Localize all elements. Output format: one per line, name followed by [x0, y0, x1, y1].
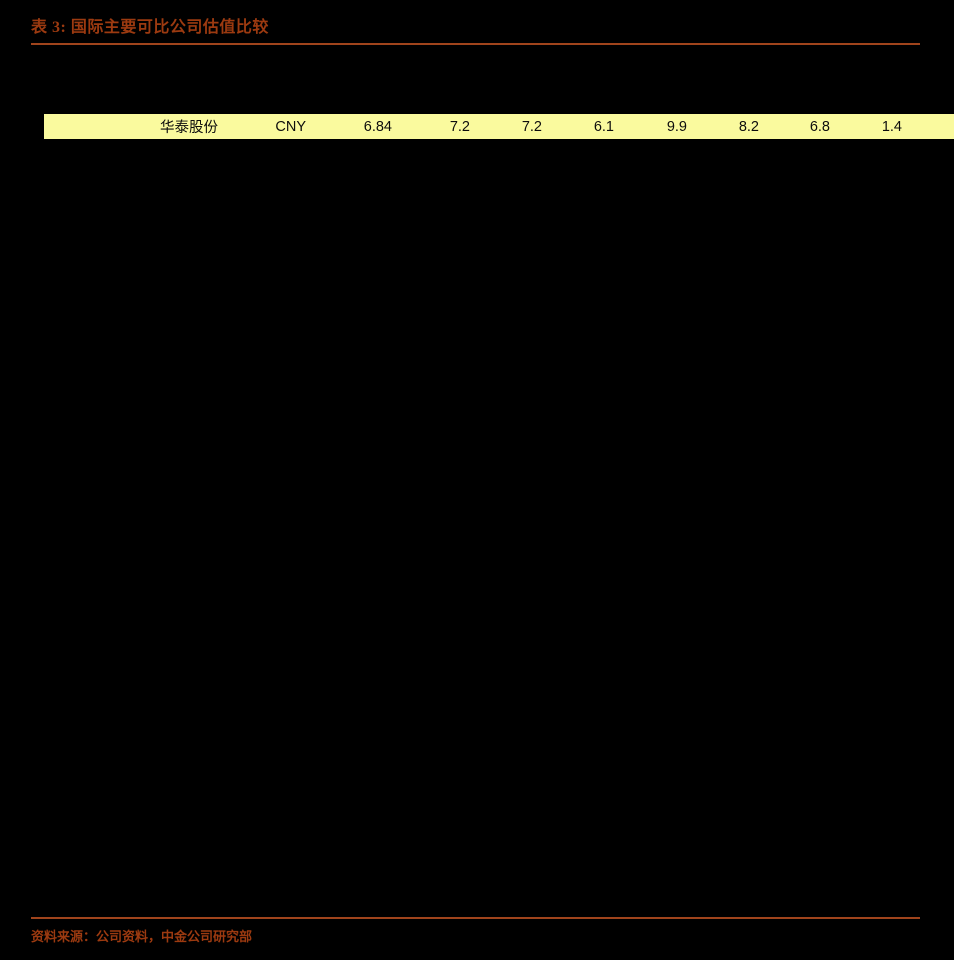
cell-value-10: 3.1: [910, 114, 954, 139]
valuation-table: 华泰股份 CNY 6.84 7.2 7.2 6.1 9.9 8.2 6.8 1.…: [44, 114, 954, 139]
cell-value-8: 6.8: [809, 118, 830, 135]
cell-value-9: 1.4: [881, 118, 902, 135]
cell-value-6: 9.9: [666, 118, 687, 135]
cell-company-name: 华泰股份: [160, 120, 218, 136]
cell-price: 6.84: [363, 118, 392, 135]
table-row[interactable]: 华泰股份 CNY 6.84 7.2 7.2 6.1 9.9 8.2 6.8 1.…: [44, 114, 954, 139]
cell-currency: CNY: [275, 118, 306, 135]
valuation-table-wrap: 华泰股份 CNY 6.84 7.2 7.2 6.1 9.9 8.2 6.8 1.…: [44, 114, 954, 139]
cell-value-4: 7.2: [521, 118, 542, 135]
page-title: 表 3: 国际主要可比公司估值比较: [31, 19, 269, 36]
table-body: 华泰股份 CNY 6.84 7.2 7.2 6.1 9.9 8.2 6.8 1.…: [44, 114, 954, 139]
source-note: 资料来源：公司资料，中金公司研究部: [31, 929, 253, 944]
title-divider: [31, 43, 920, 45]
cell-value-7: 8.2: [738, 118, 759, 135]
cell-value-3: 7.2: [449, 118, 470, 135]
footer-divider: [31, 917, 920, 919]
cell-value-5: 6.1: [593, 118, 614, 135]
